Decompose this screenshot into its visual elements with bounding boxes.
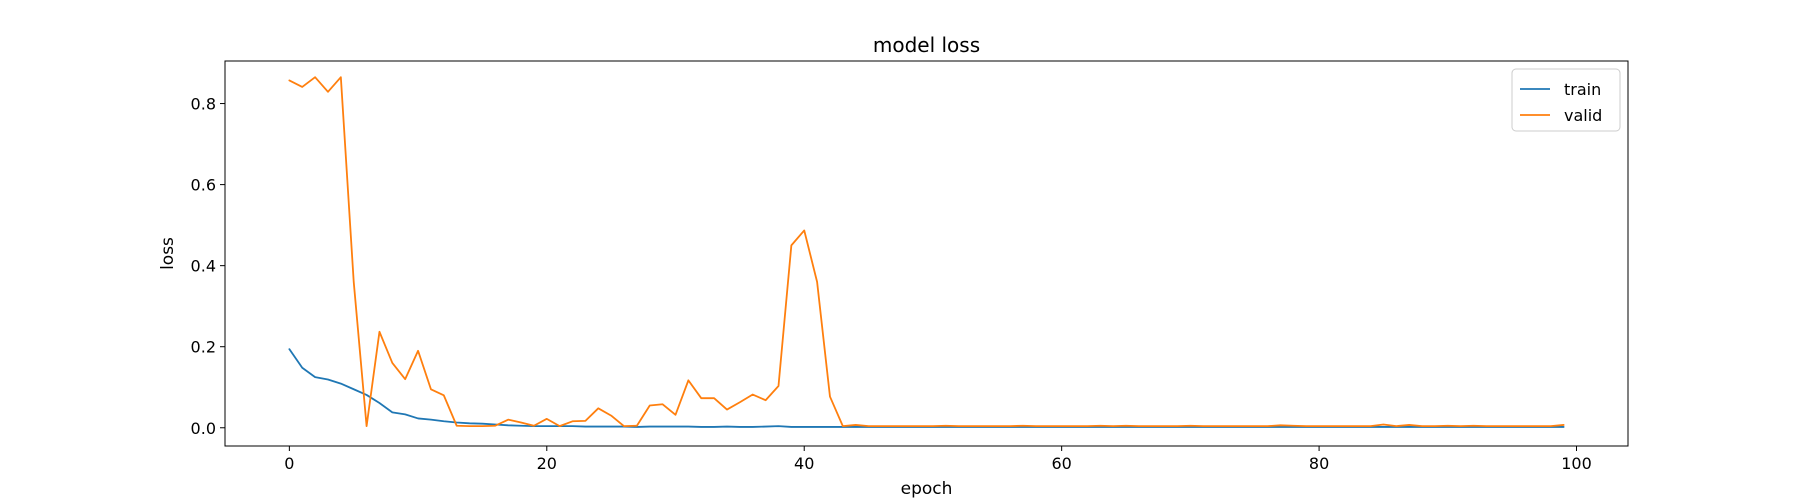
series-line-train — [288, 348, 1565, 428]
x-axis-title: epoch — [901, 479, 953, 499]
legend: train valid — [1511, 68, 1621, 132]
chart-title: model loss — [873, 33, 980, 57]
x-axis: 0 20 40 60 80 100 — [284, 446, 1592, 473]
legend-label-valid: valid — [1564, 106, 1602, 125]
x-tick-label: 100 — [1561, 454, 1592, 473]
series-layer — [288, 76, 1565, 428]
y-tick-label: 0.4 — [191, 257, 216, 276]
x-tick-label: 60 — [1051, 454, 1071, 473]
x-tick-label: 40 — [794, 454, 814, 473]
x-tick-label: 20 — [537, 454, 557, 473]
y-tick-label: 0.0 — [191, 419, 216, 438]
y-tick-label: 0.2 — [191, 338, 216, 357]
plot-frame — [224, 60, 1629, 447]
x-tick-label: 80 — [1309, 454, 1329, 473]
y-axis: 0.0 0.2 0.4 0.6 0.8 — [191, 95, 225, 438]
series-line-valid — [288, 76, 1565, 428]
y-tick-label: 0.6 — [191, 176, 216, 195]
x-tick-label: 0 — [284, 454, 294, 473]
y-tick-label: 0.8 — [191, 95, 216, 114]
y-axis-title: loss — [158, 237, 178, 270]
legend-label-train: train — [1564, 80, 1601, 99]
